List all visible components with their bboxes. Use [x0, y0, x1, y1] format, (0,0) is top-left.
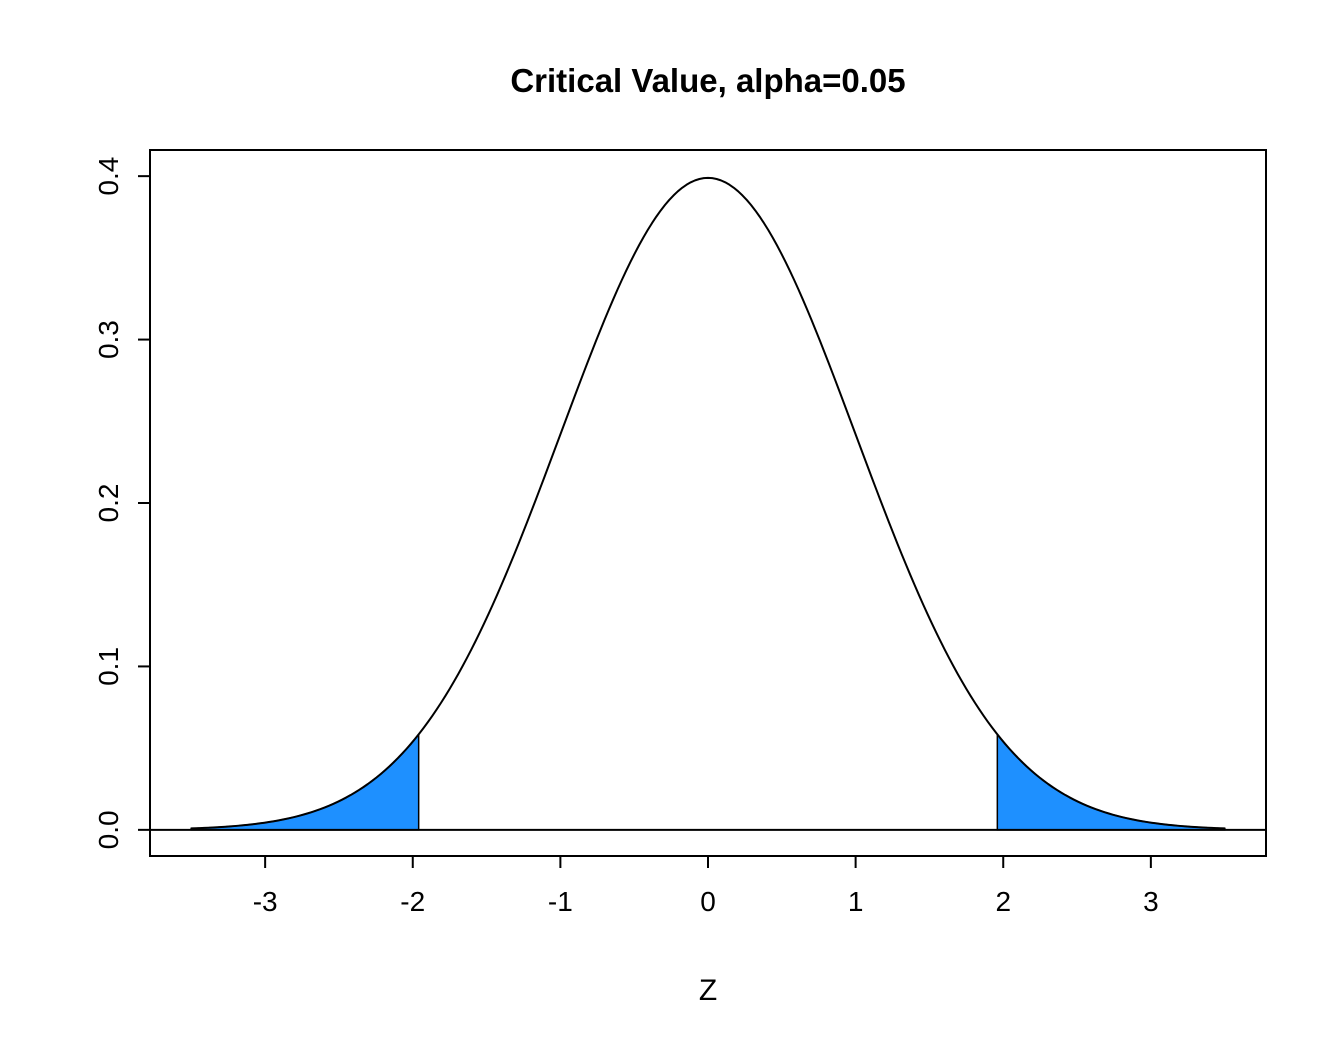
x-tick-label: -2 [400, 886, 425, 917]
y-tick-label: 0.2 [93, 484, 124, 523]
x-tick-label: -1 [548, 886, 573, 917]
x-tick-label: -3 [253, 886, 278, 917]
x-tick-label: 1 [848, 886, 864, 917]
plot-title: Critical Value, alpha=0.05 [510, 62, 905, 99]
x-tick-label: 3 [1143, 886, 1159, 917]
y-tick-label: 0.4 [93, 157, 124, 196]
x-tick-label: 2 [995, 886, 1011, 917]
y-axis: 0.0 0.1 0.2 0.3 0.4 [93, 157, 150, 849]
y-tick-label: 0.0 [93, 810, 124, 849]
x-axis: -3 -2 -1 0 1 2 3 [253, 856, 1159, 917]
x-tick-label: 0 [700, 886, 716, 917]
density-curve [190, 176, 1226, 830]
x-axis-label: Z [699, 974, 717, 1007]
y-tick-label: 0.1 [93, 647, 124, 686]
y-tick-label: 0.3 [93, 320, 124, 359]
